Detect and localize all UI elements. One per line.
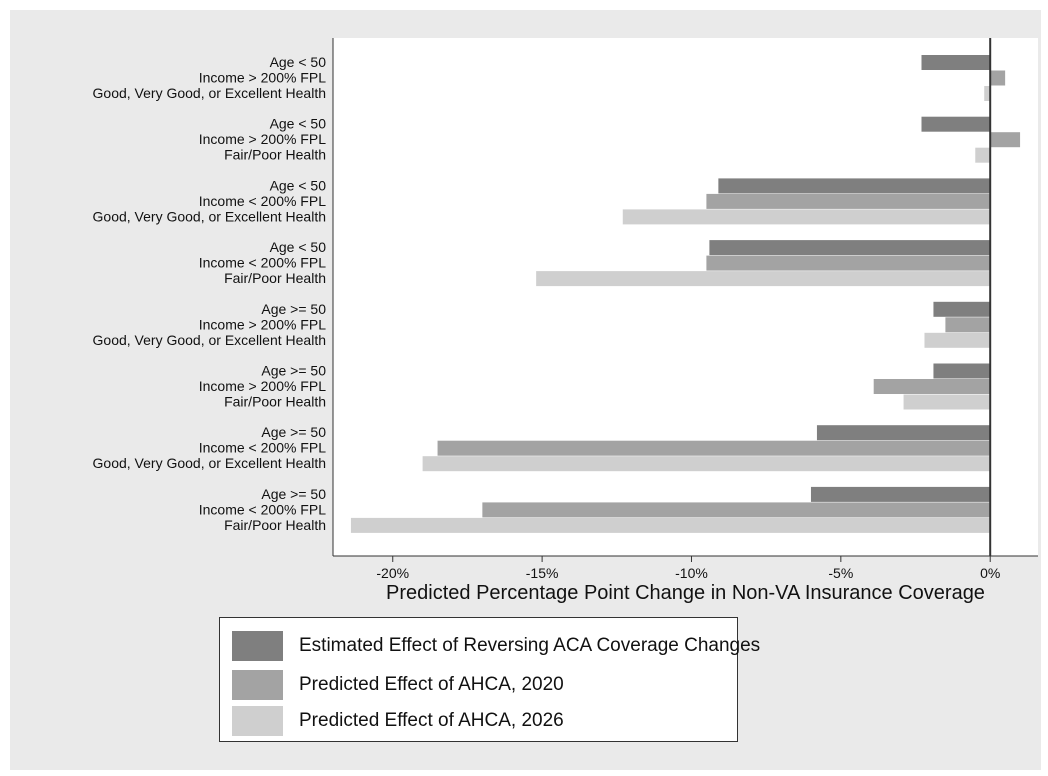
category-label-5-line-2: Income > 200% FPL (199, 316, 326, 332)
bar-3-group-7 (422, 456, 991, 472)
bar-2-group-4 (706, 255, 991, 271)
bar-3-group-1 (984, 86, 991, 101)
x-tick-label-2: -15% (526, 565, 559, 581)
bar-1-group-3 (718, 178, 991, 194)
bar-2-group-3 (706, 193, 991, 209)
bar-1-group-2 (921, 116, 991, 132)
bar-1-group-8 (810, 486, 991, 502)
category-label-3-line-3: Good, Very Good, or Excellent Health (93, 208, 326, 224)
bar-2-group-1 (990, 70, 1006, 86)
legend-label-series-2: Predicted Effect of AHCA, 2020 (299, 674, 564, 695)
category-label-3-line-2: Income < 200% FPL (199, 193, 326, 209)
legend-item-series-1: Estimated Effect of Reversing ACA Covera… (232, 631, 760, 661)
category-label-4-line-2: Income < 200% FPL (199, 255, 326, 271)
bar-2-group-7 (437, 440, 991, 456)
category-label-8-line-2: Income < 200% FPL (199, 501, 326, 517)
bar-3-group-5 (924, 332, 991, 348)
category-label-1-line-2: Income > 200% FPL (199, 70, 326, 86)
category-label-8-line-3: Fair/Poor Health (224, 517, 326, 533)
bar-3-group-8 (350, 517, 991, 533)
bar-3-group-6 (903, 394, 991, 410)
legend: Estimated Effect of Reversing ACA Covera… (219, 617, 760, 742)
category-label-1-line-3: Good, Very Good, or Excellent Health (93, 85, 326, 101)
category-label-8-line-1: Age >= 50 (261, 486, 326, 502)
bar-3-group-3 (622, 209, 991, 225)
category-label-4-line-1: Age < 50 (270, 239, 327, 255)
category-label-2-line-1: Age < 50 (270, 116, 327, 132)
category-label-2-line-3: Fair/Poor Health (224, 147, 326, 163)
x-tick-label-3: -10% (675, 565, 708, 581)
category-label-6-line-1: Age >= 50 (261, 363, 326, 379)
category-label-7-line-3: Good, Very Good, or Excellent Health (93, 455, 326, 471)
legend-swatch-series-1 (232, 631, 283, 661)
bar-1-group-5 (933, 301, 991, 317)
x-axis-label: Predicted Percentage Point Change in Non… (386, 582, 985, 604)
category-label-2-line-2: Income > 200% FPL (199, 131, 326, 147)
bar-2-group-8 (482, 502, 991, 518)
bar-1-group-1 (921, 55, 991, 70)
category-label-1-line-1: Age < 50 (270, 54, 327, 70)
x-tick-label-4: -5% (828, 565, 853, 581)
plot-region (333, 38, 1038, 556)
bar-1-group-7 (816, 425, 991, 441)
category-label-6-line-2: Income > 200% FPL (199, 378, 326, 394)
x-tick-label-5: 0% (980, 565, 1000, 581)
category-label-7-line-1: Age >= 50 (261, 424, 326, 440)
category-label-3-line-1: Age < 50 (270, 177, 327, 193)
category-label-4-line-3: Fair/Poor Health (224, 270, 326, 286)
bar-3-group-4 (536, 271, 991, 287)
bar-1-group-4 (709, 240, 991, 256)
legend-swatch-series-3 (232, 706, 283, 736)
bar-2-group-2 (990, 132, 1021, 148)
category-label-5-line-1: Age >= 50 (261, 301, 326, 317)
legend-swatch-series-2 (232, 670, 283, 700)
bar-2-group-5 (945, 317, 991, 333)
category-label-5-line-3: Good, Very Good, or Excellent Health (93, 332, 326, 348)
bar-3-group-2 (975, 147, 991, 163)
legend-label-series-1: Estimated Effect of Reversing ACA Covera… (299, 635, 761, 656)
bar-2-group-6 (873, 379, 991, 394)
bar-1-group-6 (933, 363, 991, 379)
legend-item-series-2: Predicted Effect of AHCA, 2020 (232, 670, 564, 700)
category-label-7-line-2: Income < 200% FPL (199, 440, 326, 456)
category-label-6-line-3: Fair/Poor Health (224, 394, 326, 410)
legend-item-series-3: Predicted Effect of AHCA, 2026 (232, 706, 564, 736)
x-tick-label-1: -20% (376, 565, 409, 581)
legend-label-series-3: Predicted Effect of AHCA, 2026 (299, 710, 564, 731)
